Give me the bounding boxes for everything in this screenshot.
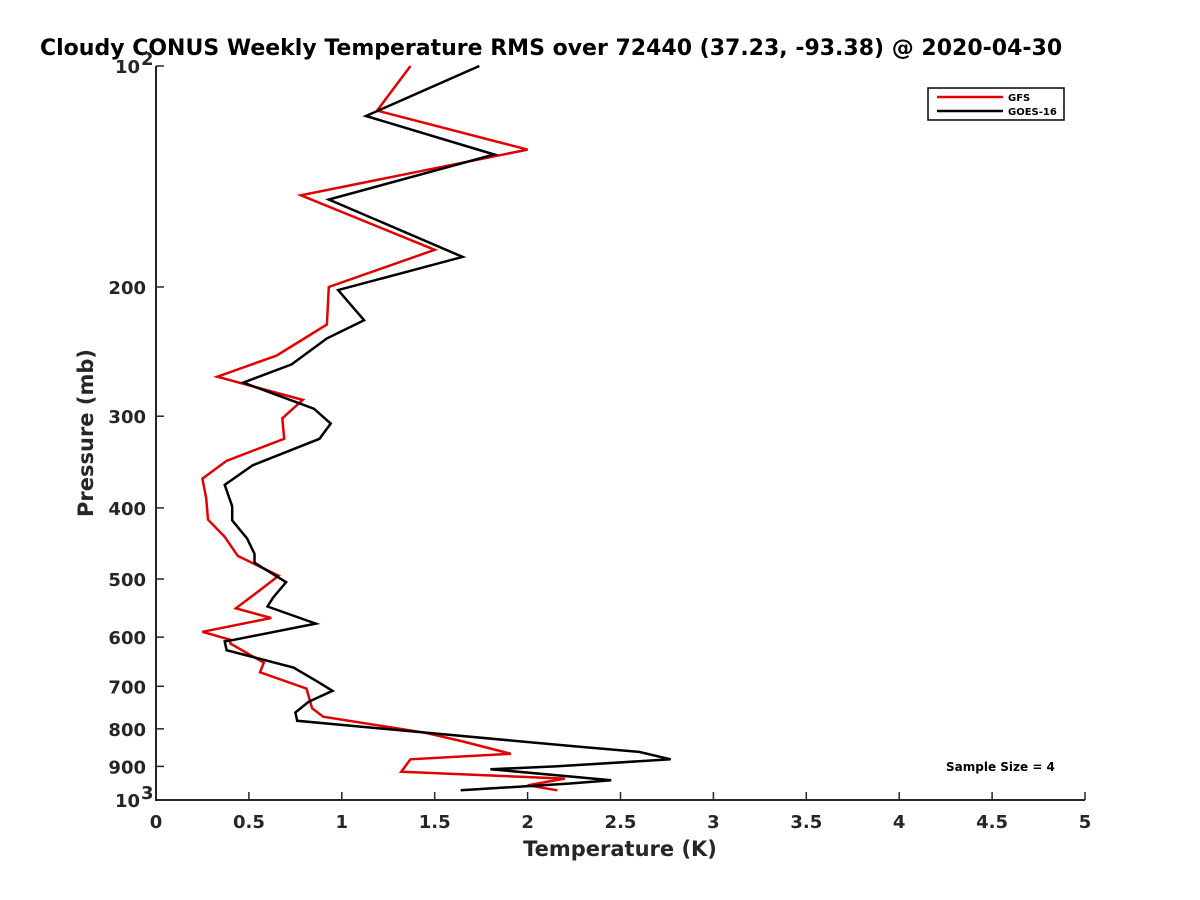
y-tick-exponent: 3 xyxy=(141,783,154,804)
x-tick-label: 4.5 xyxy=(976,812,1008,833)
series-line-gfs xyxy=(201,65,566,792)
y-tick-label: 500 xyxy=(108,570,146,591)
x-axis-label: Temperature (K) xyxy=(523,837,717,861)
legend-label-gfs: GFS xyxy=(1008,93,1030,104)
series-line-goes-16 xyxy=(223,64,671,792)
x-tick-label: 2 xyxy=(521,812,534,833)
x-axis-ticks: 0 0.5 1 1.5 2 2.5 3 3.5 4 4.5 5 xyxy=(150,792,1092,833)
legend: GFS GOES-16 xyxy=(927,87,1065,121)
y-tick-label: 300 xyxy=(108,407,146,428)
x-tick-label: 3.5 xyxy=(790,812,822,833)
x-tick-label: 1.5 xyxy=(419,812,451,833)
y-axis-label: Pressure (mb) xyxy=(74,349,98,517)
x-tick-label: 2.5 xyxy=(605,812,637,833)
y-tick-label: 700 xyxy=(108,677,146,698)
y-tick-label: 600 xyxy=(108,628,146,649)
y-tick-label: 900 xyxy=(108,757,146,778)
x-tick-label: 0.5 xyxy=(233,812,265,833)
x-tick-label: 4 xyxy=(893,812,906,833)
legend-box xyxy=(927,87,1065,121)
chart-title: Cloudy CONUS Weekly Temperature RMS over… xyxy=(40,36,1062,61)
x-tick-label: 0 xyxy=(150,812,163,833)
y-tick-exponent: 2 xyxy=(141,49,154,70)
y-tick-label: 200 xyxy=(108,278,146,299)
plot-series xyxy=(201,64,671,792)
sample-size-annotation: Sample Size = 4 xyxy=(946,760,1055,774)
y-tick-label: 10 xyxy=(115,791,140,812)
legend-label-goes-16: GOES-16 xyxy=(1008,107,1057,118)
x-tick-label: 3 xyxy=(707,812,720,833)
x-tick-label: 1 xyxy=(336,812,349,833)
x-tick-label: 5 xyxy=(1079,812,1092,833)
y-tick-label: 800 xyxy=(108,720,146,741)
y-tick-label: 10 xyxy=(115,57,140,78)
y-tick-label: 400 xyxy=(108,499,146,520)
